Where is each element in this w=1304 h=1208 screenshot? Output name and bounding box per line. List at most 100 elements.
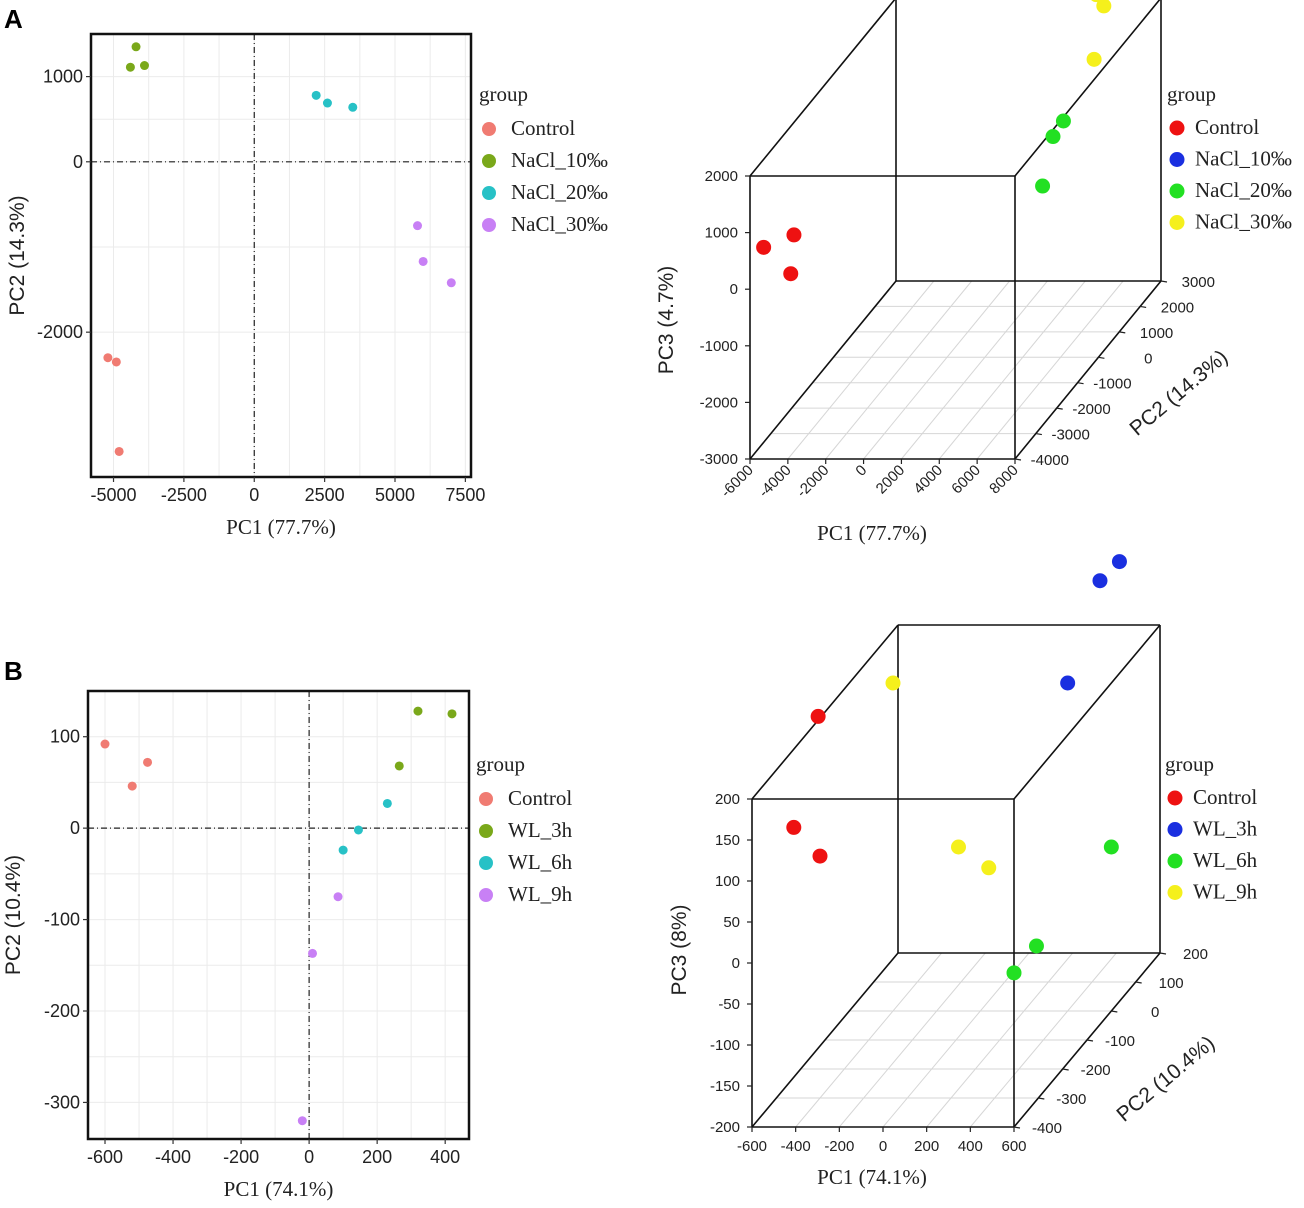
y-tick-label: -400 xyxy=(1032,1120,1062,1137)
legend-marker xyxy=(479,856,493,870)
y-tick-label: 0 xyxy=(73,152,83,172)
legend: group Control NaCl_10‰ NaCl_20‰ NaCl_30‰ xyxy=(479,82,608,236)
series-wl-9h xyxy=(885,675,997,876)
y-tick-label: -300 xyxy=(44,1092,80,1112)
y-tick-label: 200 xyxy=(1183,946,1208,963)
legend: group Control NaCl_10‰ NaCl_20‰ NaCl_30‰ xyxy=(1167,82,1292,234)
x-tick-label: -600 xyxy=(737,1138,767,1155)
legend-marker xyxy=(482,154,496,168)
x-tick-label: -2500 xyxy=(161,485,207,505)
data-point xyxy=(348,102,358,112)
legend-label: Control xyxy=(1195,115,1259,139)
x-tick-label: 8000 xyxy=(986,462,1022,498)
y-tick-mark xyxy=(1160,280,1168,283)
data-point xyxy=(139,61,149,71)
legend-marker xyxy=(482,122,496,136)
x-tick-label: 400 xyxy=(958,1138,983,1155)
y-tick-label: -4000 xyxy=(1031,452,1069,469)
x-tick-label: -600 xyxy=(87,1147,123,1167)
series-control xyxy=(103,353,124,456)
data-point xyxy=(812,848,828,864)
y-tick-mark xyxy=(1119,331,1126,334)
y-axis-title: PC2 (14.3%) xyxy=(1125,346,1232,441)
legend-marker xyxy=(479,888,493,902)
series-wl-3h xyxy=(394,706,457,771)
z-tick-label: 0 xyxy=(730,281,738,298)
data-point xyxy=(1055,113,1071,129)
x-tick-label: 0 xyxy=(879,1138,887,1155)
legend-marker xyxy=(1169,120,1185,136)
legend-marker xyxy=(1169,183,1185,199)
data-point xyxy=(143,757,153,767)
x-tick-label: 2000 xyxy=(873,462,909,498)
legend-marker xyxy=(1167,885,1183,900)
y-tick-label: 1000 xyxy=(43,67,83,87)
y-tick-mark xyxy=(1077,382,1084,385)
legend-label: NaCl_30‰ xyxy=(1195,210,1292,234)
data-point xyxy=(413,221,423,231)
gridlines xyxy=(88,691,469,1139)
legend-marker xyxy=(482,186,496,200)
x-tick-label: -200 xyxy=(824,1138,854,1155)
x-tick-label: -2000 xyxy=(793,462,832,501)
legend-label: Control xyxy=(1193,785,1257,809)
y-tick-mark xyxy=(1140,305,1147,309)
series-wl-9h xyxy=(297,892,343,1126)
x-tick-label: 5000 xyxy=(375,485,415,505)
y-tick-label: -300 xyxy=(1056,1091,1086,1108)
data-point xyxy=(1096,0,1112,14)
x-tick-label: -200 xyxy=(223,1147,259,1167)
z-tick-label: -3000 xyxy=(700,451,738,468)
legend-title: group xyxy=(1167,82,1216,106)
z-tick-label: 150 xyxy=(715,832,740,849)
pca-2d-chart-b: -600 -400 -200 0 200 400 -300 -200 -100 0 100 PC1 (… xyxy=(2,689,573,1201)
data-point xyxy=(125,62,135,72)
y-tick-mark xyxy=(1159,952,1167,955)
data-point xyxy=(783,266,799,282)
y-tick-label: -2000 xyxy=(37,322,83,342)
series-nacl-10 xyxy=(125,42,149,72)
legend: group Control WL_3h WL_6h WL_9h xyxy=(476,752,573,906)
series-nacl-20 xyxy=(311,90,358,112)
series-control xyxy=(786,708,828,864)
floor-grid xyxy=(776,952,1136,1128)
x-tick-label: 200 xyxy=(362,1147,392,1167)
legend-label: WL_9h xyxy=(1193,880,1258,904)
data-point xyxy=(885,675,901,691)
legend-label: WL_6h xyxy=(1193,848,1258,872)
data-point xyxy=(1103,839,1119,855)
box-edge xyxy=(751,952,899,1128)
z-tick-label: -50 xyxy=(718,996,740,1013)
y-tick-label: 1000 xyxy=(1140,325,1173,342)
y-tick-label: 100 xyxy=(1159,975,1184,992)
y-tick-label: -2000 xyxy=(1072,401,1110,418)
grid-line xyxy=(976,280,1124,460)
z-tick-label: 1000 xyxy=(705,225,738,242)
y-tick-mark xyxy=(1014,458,1022,461)
box-edge xyxy=(1014,280,1162,460)
z-tick-label: -200 xyxy=(710,1119,740,1136)
data-point xyxy=(951,839,966,855)
data-point xyxy=(1045,129,1061,145)
x-tick-label: 600 xyxy=(1001,1138,1026,1155)
panel-label-b: B xyxy=(4,656,23,686)
pca-3d-chart-a: -6000-4000-2000 0 2000 4000 6000 8000-4000-30… xyxy=(655,0,1292,545)
z-tick-label: -100 xyxy=(710,1037,740,1054)
pca-2d-chart-a: -5000 -2500 0 2500 5000 7500 -2000 0 1000 PC1 (77… xyxy=(6,32,608,539)
data-point xyxy=(1060,675,1076,691)
x-tick-label: -5000 xyxy=(90,485,136,505)
series-wl-3h xyxy=(1060,554,1127,691)
y-tick-label: 0 xyxy=(1144,350,1152,367)
legend-marker xyxy=(1169,215,1185,230)
data-point xyxy=(311,90,321,100)
legend-label: NaCl_10‰ xyxy=(1195,147,1292,171)
z-tick-label: -2000 xyxy=(700,394,738,411)
series-nacl-30 xyxy=(1086,0,1112,67)
legend-marker xyxy=(1167,790,1183,806)
data-point xyxy=(756,239,772,255)
x-tick-label: 7500 xyxy=(445,485,485,505)
box-edge xyxy=(1013,624,1161,800)
z-tick-label: -1000 xyxy=(700,338,738,355)
legend-marker xyxy=(482,218,496,232)
x-tick-label: 0 xyxy=(852,462,870,480)
